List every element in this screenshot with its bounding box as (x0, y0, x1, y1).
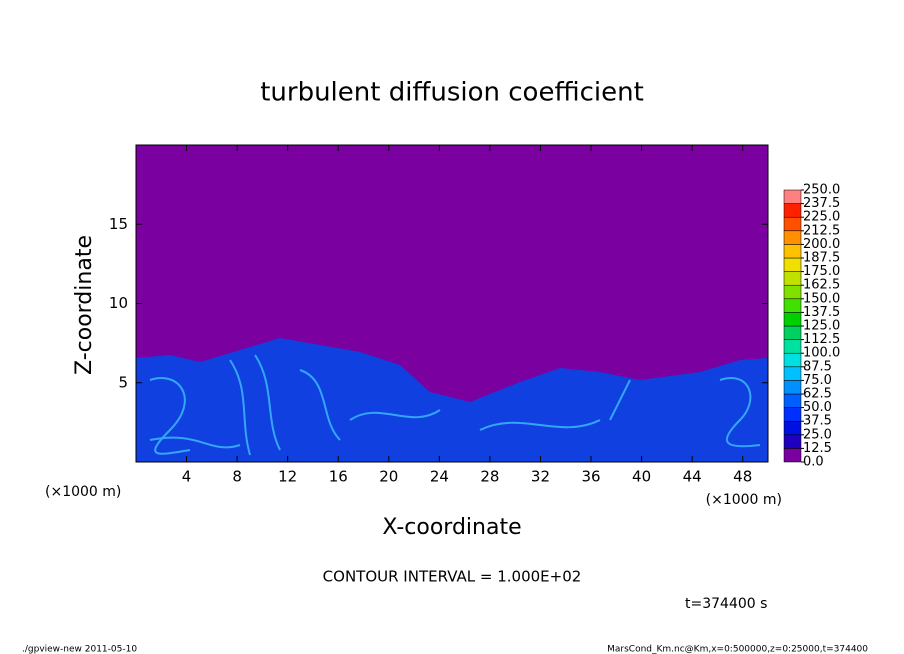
time-label: t=374400 s (685, 596, 767, 612)
colorbar-label: 175.0 (803, 264, 840, 279)
colorbar-label: 37.5 (803, 414, 832, 429)
colorbar-box (783, 325, 802, 340)
colorbar-label: 50.0 (803, 400, 832, 415)
colorbar-box (783, 420, 802, 436)
y-tick-label: 10 (109, 294, 128, 312)
colorbar-label: 187.5 (803, 251, 840, 266)
colorbar-label: 162.5 (803, 278, 840, 293)
x-tick-label: 12 (278, 468, 297, 486)
colorbar-box (783, 366, 802, 381)
colorbar-box (783, 230, 802, 245)
colorbar-label: 112.5 (803, 332, 840, 347)
x-axis-label: X-coordinate (382, 515, 521, 540)
x-tick-label: 44 (683, 468, 702, 486)
colorbar-box (783, 312, 802, 327)
colorbar-label: 150.0 (803, 291, 840, 306)
colorbar-label: 87.5 (803, 359, 832, 374)
x-unit-left: (×1000 m) (45, 484, 121, 500)
colorbar-label: 125.0 (803, 319, 840, 334)
field (136, 145, 768, 462)
colorbar-label: 137.5 (803, 305, 840, 320)
colorbar-box (783, 448, 802, 463)
colorbar-box (783, 407, 802, 422)
x-unit-right: (×1000 m) (706, 492, 782, 508)
footer-right: MarsCond_Km.nc@Km,x=0:500000,z=0:25000,t… (607, 645, 868, 654)
y-axis-label: Z-coordinate (72, 235, 97, 375)
x-tick-label: 16 (329, 468, 348, 486)
colorbar-box (783, 380, 802, 395)
colorbar-label: 0.0 (803, 455, 824, 470)
x-tick-label: 4 (182, 468, 192, 486)
x-tick-label: 28 (480, 468, 499, 486)
colorbar-box (783, 339, 802, 354)
x-tick-label: 40 (632, 468, 651, 486)
colorbar-label: 25.0 (803, 427, 832, 442)
colorbar-label: 100.0 (803, 346, 840, 361)
x-tick-label: 48 (733, 468, 752, 486)
colorbar-box (783, 393, 802, 408)
y-tick-label: 15 (109, 215, 128, 233)
x-tick-label: 24 (430, 468, 449, 486)
annotation: CONTOUR INTERVAL = 1.000E+02 (323, 568, 582, 586)
x-tick-label: 20 (379, 468, 398, 486)
colorbar-label: 225.0 (803, 210, 840, 225)
colorbar-box (783, 257, 802, 272)
footer-left: ./gpview-new 2011-05-10 (22, 645, 137, 654)
colorbar-label: 212.5 (803, 223, 840, 238)
y-tick-label: 5 (118, 373, 128, 391)
x-tick-label: 32 (531, 468, 550, 486)
colorbar-box (783, 244, 802, 259)
x-tick-label: 8 (232, 468, 242, 486)
colorbar-box (783, 284, 802, 300)
colorbar-box (783, 352, 802, 368)
colorbar-box (783, 189, 802, 204)
turbulent-layer (136, 338, 768, 462)
colorbar-box (783, 271, 802, 286)
colorbar-box (783, 298, 802, 313)
field-streaks (149, 354, 761, 456)
colorbar-box (783, 434, 802, 449)
colorbar-box (783, 203, 802, 218)
colorbar-label: 237.5 (803, 196, 840, 211)
colorbar-label: 250.0 (803, 183, 840, 198)
colorbar-label: 12.5 (803, 441, 832, 456)
colorbar-label: 75.0 (803, 373, 832, 388)
x-tick-label: 36 (581, 468, 600, 486)
colorbar-label: 200.0 (803, 237, 840, 252)
chart-title: turbulent diffusion coefficient (260, 78, 644, 108)
colorbar-label: 62.5 (803, 387, 832, 402)
colorbar-box (783, 216, 802, 232)
